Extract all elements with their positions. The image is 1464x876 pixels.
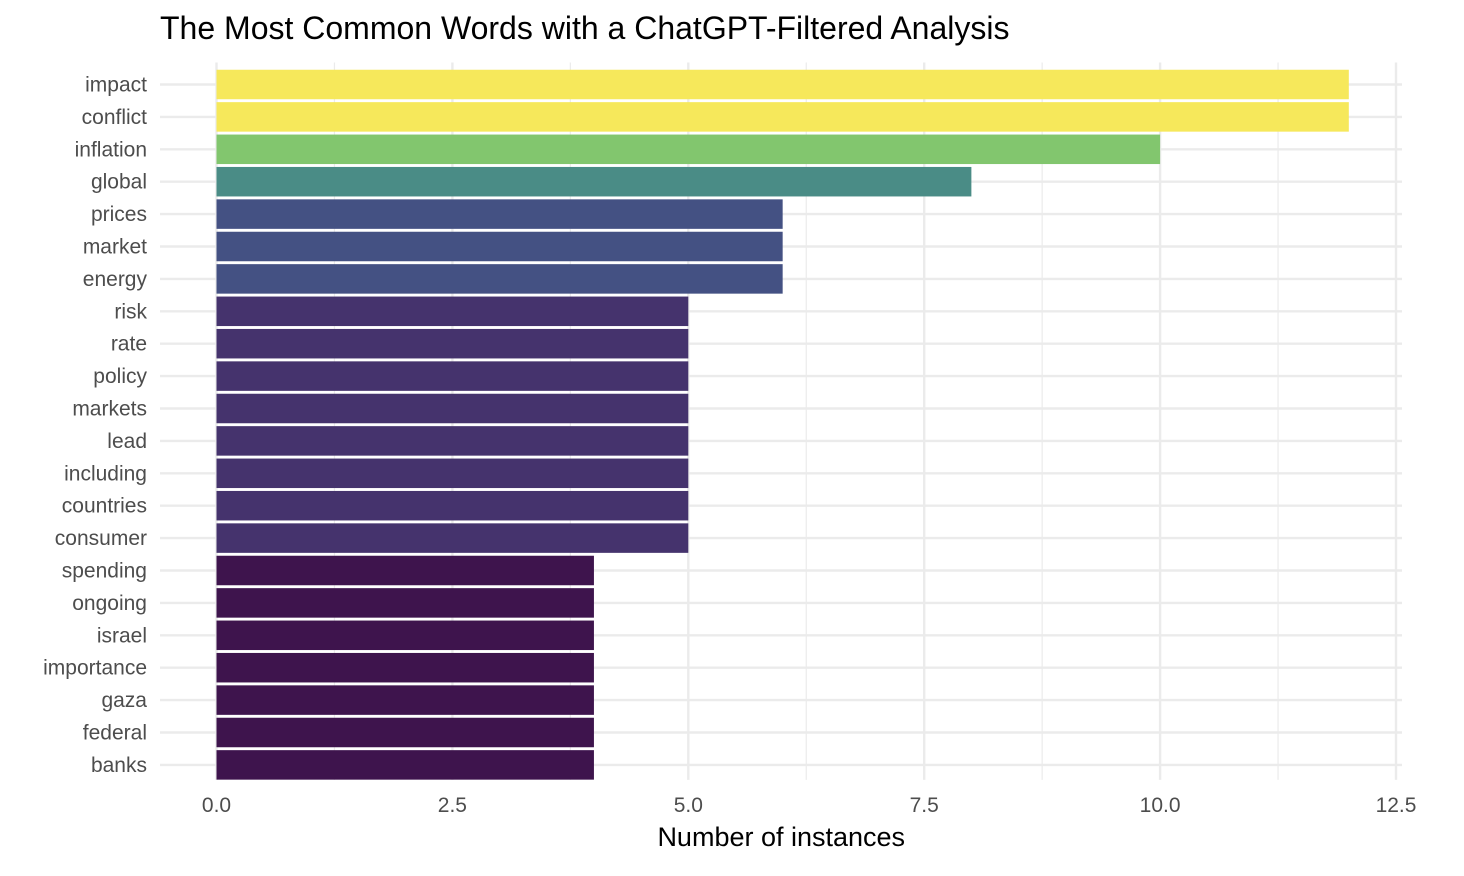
bar-spending xyxy=(216,555,594,586)
bar-markets xyxy=(216,393,689,424)
bar-inflation xyxy=(216,134,1161,165)
y-tick-label: including xyxy=(64,462,147,485)
bar-policy xyxy=(216,361,689,391)
x-tick-label: 0.0 xyxy=(202,794,231,817)
y-tick-label: policy xyxy=(93,365,147,388)
y-tick-label: ongoing xyxy=(72,592,147,615)
bar-lead xyxy=(216,426,689,456)
bar-energy xyxy=(216,264,783,294)
y-tick-label: energy xyxy=(83,268,148,291)
y-tick-label: banks xyxy=(91,754,147,777)
bar-including xyxy=(216,458,689,489)
y-tick-label: countries xyxy=(62,495,147,518)
y-tick-label: importance xyxy=(43,657,147,680)
chart-title: The Most Common Words with a ChatGPT-Fil… xyxy=(160,10,1010,46)
bar-gaza xyxy=(216,685,594,715)
bar-market xyxy=(216,231,783,262)
bar-consumer xyxy=(216,523,689,553)
x-tick-label: 10.0 xyxy=(1140,794,1181,817)
y-tick-label: federal xyxy=(83,722,147,745)
y-tick-label: conflict xyxy=(82,106,148,129)
y-tick-label: market xyxy=(83,236,147,259)
x-tick-label: 5.0 xyxy=(674,794,703,817)
y-tick-label: impact xyxy=(85,74,147,97)
bar-ongoing xyxy=(216,588,594,618)
x-axis-title: Number of instances xyxy=(657,822,905,852)
y-tick-label: consumer xyxy=(55,527,147,550)
x-tick-labels: 0.0 2.5 5.0 7.5 10.0 12.5 xyxy=(202,794,1417,817)
y-tick-label: markets xyxy=(72,398,147,421)
y-tick-label: global xyxy=(91,171,147,194)
bars xyxy=(216,69,1349,780)
x-tick-label: 7.5 xyxy=(910,794,939,817)
y-tick-label: lead xyxy=(107,430,147,453)
bar-risk xyxy=(216,296,689,327)
bar-israel xyxy=(216,620,594,651)
x-tick-label: 2.5 xyxy=(438,794,467,817)
y-tick-label: israel xyxy=(97,624,147,647)
y-tick-labels: impact conflict inflation global prices marke… xyxy=(43,74,147,777)
x-tick-label: 12.5 xyxy=(1376,794,1417,817)
y-tick-label: spending xyxy=(62,560,147,583)
bar-prices xyxy=(216,199,783,229)
y-tick-label: inflation xyxy=(75,138,147,161)
y-tick-label: risk xyxy=(114,300,147,323)
bar-countries xyxy=(216,490,689,521)
bar-conflict xyxy=(216,102,1349,132)
bar-rate xyxy=(216,328,689,359)
bar-global xyxy=(216,166,972,197)
bar-impact xyxy=(216,69,1349,100)
bar-banks xyxy=(216,750,594,780)
y-tick-label: gaza xyxy=(101,689,147,712)
bar-importance xyxy=(216,652,594,683)
bar-federal xyxy=(216,717,594,748)
y-tick-label: rate xyxy=(111,333,147,356)
y-tick-label: prices xyxy=(91,203,147,226)
